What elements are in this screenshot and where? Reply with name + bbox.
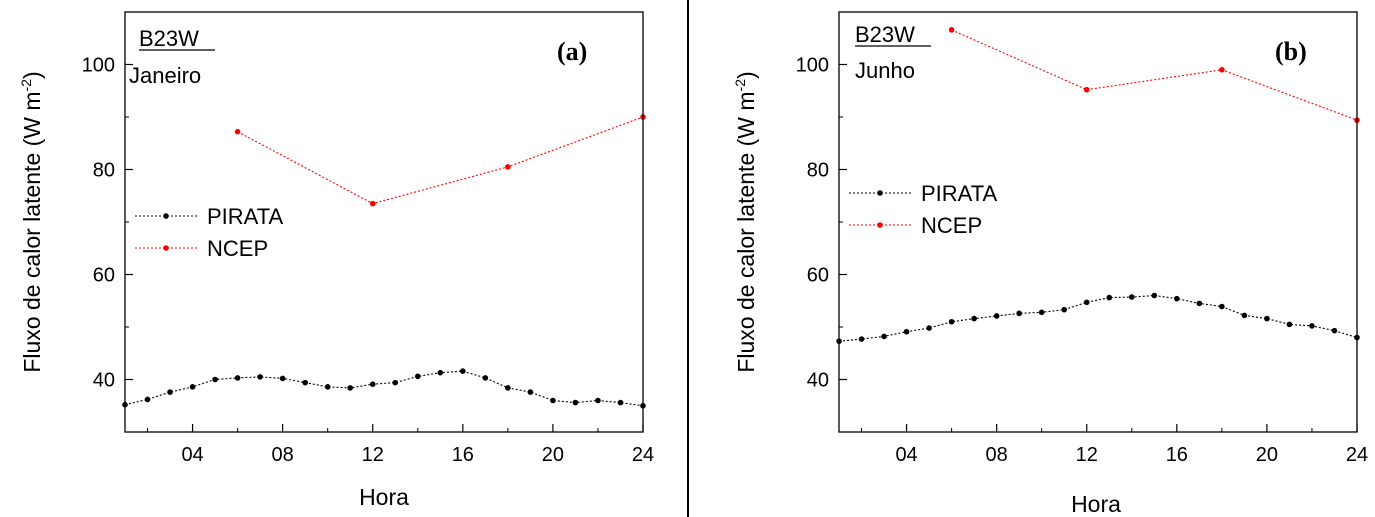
data-point-pirata	[527, 389, 534, 395]
data-point-pirata	[482, 375, 489, 381]
y-axis-label: Fluxo de calor latente (W m-2)	[18, 71, 45, 372]
data-point-ncep	[948, 27, 955, 33]
data-point-pirata	[460, 368, 466, 374]
data-point-pirata	[881, 333, 887, 340]
x-tick-label: 04	[895, 444, 917, 466]
series-line-ncep	[951, 29, 1358, 121]
data-point-pirata	[279, 375, 286, 382]
series-line-pirata	[838, 294, 1358, 342]
data-point-pirata	[858, 336, 865, 342]
y-tick-label: 40	[93, 370, 115, 392]
legend-marker-ncep	[163, 245, 169, 251]
panel-label: (a)	[557, 37, 587, 66]
x-axis-label: Hora	[1071, 491, 1121, 517]
data-point-pirata	[1038, 309, 1045, 316]
data-point-ncep	[1083, 86, 1090, 93]
y-tick-label: 40	[807, 370, 829, 392]
data-point-pirata	[926, 325, 932, 331]
data-point-pirata	[1331, 327, 1338, 334]
data-point-pirata	[1128, 294, 1135, 300]
data-point-pirata	[167, 389, 173, 395]
plot-frame	[838, 11, 1358, 433]
x-tick-label: 08	[986, 444, 1008, 466]
data-point-ncep	[369, 200, 376, 207]
data-point-pirata	[347, 385, 354, 391]
month-label: Janeiro	[129, 63, 201, 88]
month-label: Junho	[855, 58, 915, 83]
x-tick-label: 04	[181, 444, 203, 466]
data-point-pirata	[1286, 321, 1293, 328]
legend-label-pirata: PIRATA	[921, 181, 998, 206]
data-point-pirata	[234, 375, 241, 381]
y-tick-label: 100	[82, 55, 115, 77]
legend-marker-ncep	[877, 222, 883, 228]
data-point-pirata	[1219, 303, 1225, 310]
data-point-pirata	[257, 374, 263, 380]
series-line-pirata	[124, 370, 644, 407]
y-tick-label: 80	[807, 160, 829, 182]
data-point-pirata	[1241, 312, 1248, 319]
data-point-pirata	[1174, 295, 1180, 302]
y-tick-label: 100	[796, 55, 829, 77]
data-point-pirata	[1264, 315, 1270, 322]
series-line-ncep	[237, 116, 644, 205]
data-point-pirata	[1309, 323, 1315, 329]
chart-panel-b: 04 08 12 16 20 24 40 60 80 100 PIRATA NCEP B23W Jun…	[732, 11, 1368, 517]
legend-marker-pirata	[877, 190, 883, 196]
data-point-pirata	[437, 369, 444, 376]
data-point-pirata	[302, 379, 308, 386]
data-point-pirata	[505, 385, 511, 391]
x-tick-label: 16	[452, 444, 474, 466]
legend-label-ncep: NCEP	[207, 236, 268, 261]
x-axis-label: Hora	[359, 484, 409, 510]
x-tick-label: 20	[542, 444, 564, 466]
data-point-pirata	[948, 318, 955, 325]
data-point-ncep	[234, 128, 241, 135]
data-point-pirata	[1061, 306, 1068, 313]
station-label: B23W	[139, 26, 199, 51]
y-axis-label: Fluxo de calor latente (W m-2)	[732, 71, 759, 372]
panel-label: (b)	[1275, 37, 1307, 66]
station-label: B23W	[855, 22, 915, 47]
data-point-pirata	[324, 384, 331, 390]
data-point-pirata	[1083, 299, 1090, 306]
plot-frame	[124, 11, 644, 433]
y-tick-label: 60	[807, 265, 829, 287]
data-point-pirata	[572, 399, 579, 406]
data-point-pirata	[903, 328, 910, 335]
x-tick-label: 12	[1076, 444, 1098, 466]
data-point-pirata	[392, 379, 399, 386]
x-tick-label: 24	[1346, 444, 1368, 466]
legend-marker-pirata	[163, 213, 169, 219]
data-point-pirata	[189, 384, 196, 390]
chart-panel-a: 04 08 12 16 20 24 40 60 80 100 PIRATA NCEP B23W Jan…	[18, 11, 654, 510]
data-point-pirata	[550, 397, 556, 404]
data-point-pirata	[414, 373, 421, 380]
data-point-pirata	[144, 396, 151, 403]
x-tick-label: 16	[1166, 444, 1188, 466]
data-point-pirata	[971, 315, 977, 322]
data-point-ncep	[1219, 66, 1225, 73]
data-point-pirata	[1106, 294, 1113, 301]
data-point-pirata	[1016, 310, 1022, 317]
data-point-ncep	[505, 164, 511, 170]
data-point-pirata	[369, 381, 376, 388]
legend-label-pirata: PIRATA	[207, 204, 284, 229]
x-tick-label: 20	[1256, 444, 1278, 466]
legend-label-ncep: NCEP	[921, 213, 982, 238]
x-tick-label: 12	[362, 444, 384, 466]
x-tick-label: 24	[632, 444, 654, 466]
data-point-pirata	[993, 313, 1000, 319]
y-tick-label: 60	[93, 265, 115, 287]
data-point-pirata	[1196, 300, 1203, 307]
data-point-pirata	[595, 397, 601, 404]
x-tick-label: 08	[272, 444, 294, 466]
y-tick-label: 80	[93, 160, 115, 182]
data-point-pirata	[1151, 292, 1158, 299]
data-point-pirata	[617, 399, 624, 406]
data-point-pirata	[212, 376, 218, 383]
